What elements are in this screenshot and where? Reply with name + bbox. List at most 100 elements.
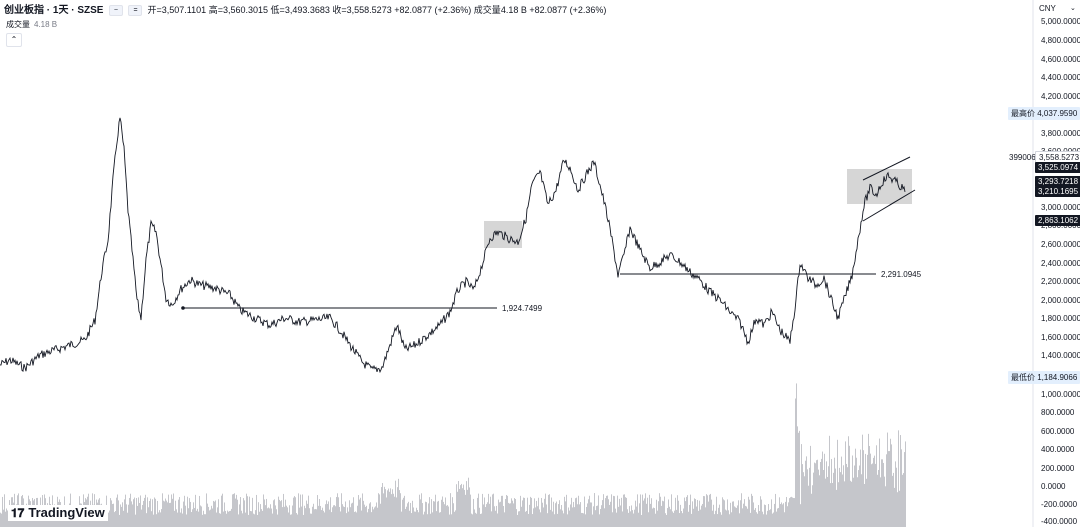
volume-bar [304, 505, 305, 527]
volume-bar [572, 507, 573, 527]
horizontal-line-1-anchor[interactable] [181, 306, 185, 310]
volume-bar [473, 498, 474, 527]
minus-toggle-icon[interactable]: − [108, 5, 123, 17]
volume-bar [246, 493, 247, 527]
volume-bar [766, 514, 767, 527]
channel-upper-line[interactable] [862, 156, 911, 181]
volume-bar [556, 501, 557, 527]
volume-bar [213, 500, 214, 527]
volume-bar [472, 514, 473, 527]
volume-indicator-row[interactable]: 成交量 4.18 B [6, 19, 57, 30]
volume-bar [109, 510, 110, 527]
volume-bar [894, 487, 895, 527]
volume-bar [238, 514, 239, 527]
volume-bar [780, 504, 781, 527]
volume-bar [341, 493, 342, 527]
volume-bar [829, 435, 830, 527]
volume-bar [267, 508, 268, 527]
volume-bar [733, 501, 734, 527]
volume-bar [271, 508, 272, 527]
volume-bar [546, 504, 547, 527]
volume-bar [193, 502, 194, 527]
volume-bar [609, 504, 610, 527]
chevron-up-icon[interactable]: ⌃ [6, 33, 22, 47]
volume-bar [550, 509, 551, 527]
volume-bar [819, 475, 820, 527]
volume-bar [756, 512, 757, 527]
volume-bar [719, 504, 720, 527]
volume-bar [614, 496, 615, 527]
volume-bar [322, 507, 323, 527]
volume-bar [685, 501, 686, 527]
volume-bar [388, 488, 389, 527]
volume-bar [620, 505, 621, 527]
volume-bar [308, 495, 309, 527]
consolidation-box-1[interactable] [484, 221, 522, 248]
volume-bar [437, 501, 438, 527]
volume-bar [831, 459, 832, 527]
volume-bar [585, 514, 586, 527]
volume-bar [581, 512, 582, 527]
volume-bar [873, 457, 874, 527]
volume-bar [456, 484, 457, 527]
price-axis-label: 1,400.0000 [1041, 351, 1080, 360]
volume-bar [636, 506, 637, 527]
volume-bar [763, 514, 764, 527]
volume-bar [423, 514, 424, 527]
volume-bar [606, 495, 607, 527]
volume-bar [657, 510, 658, 527]
volume-bar [281, 500, 282, 527]
currency-selector[interactable]: CNY [1039, 4, 1056, 13]
volume-bar [765, 505, 766, 527]
volume-value: 4.18 B [500, 5, 527, 15]
volume-bar [403, 497, 404, 527]
volume-bar [266, 498, 267, 527]
volume-bar [675, 497, 676, 527]
volume-bar [691, 513, 692, 527]
chevron-down-icon[interactable]: ⌄ [1070, 5, 1076, 12]
volume-bar [577, 504, 578, 527]
volume-bar [519, 511, 520, 527]
volume-bar [601, 505, 602, 527]
channel-lower-line[interactable] [862, 189, 916, 222]
volume-bar [877, 474, 878, 527]
equals-toggle-icon[interactable]: = [128, 5, 143, 17]
volume-bar [718, 507, 719, 527]
volume-bar [853, 477, 854, 527]
volume-bar [332, 507, 333, 527]
symbol-title[interactable]: 创业板指 · 1天 · SZSE [4, 5, 104, 16]
volume-bar [449, 514, 450, 527]
volume-bar [290, 514, 291, 527]
horizontal-line-2-label: 2,291.0945 [881, 270, 922, 279]
volume-bar [172, 498, 173, 527]
volume-bar [219, 513, 220, 527]
volume-bar [848, 436, 849, 527]
volume-bar [494, 506, 495, 527]
volume-bar [574, 507, 575, 527]
volume-bar [404, 495, 405, 527]
volume-bar [377, 507, 378, 527]
volume-bar [799, 430, 800, 527]
volume-bar [161, 509, 162, 527]
volume-bar [5, 511, 6, 527]
volume-bar [492, 494, 493, 527]
volume-bar [807, 469, 808, 527]
volume-bar [359, 499, 360, 527]
volume-bar [408, 501, 409, 527]
volume-bar [545, 493, 546, 527]
volume-bar [311, 513, 312, 527]
volume-bar [478, 493, 479, 527]
volume-bar [295, 497, 296, 527]
tradingview-logo[interactable]: 𝟏𝟕 TradingView [8, 505, 108, 521]
volume-bar [607, 495, 608, 527]
volume-bar [236, 494, 237, 527]
volume-bar [480, 513, 481, 527]
volume-bar [726, 510, 727, 527]
volume-bar [301, 506, 302, 527]
open-label: 开 [147, 5, 157, 15]
price-axis-label: 2,000.0000 [1041, 296, 1080, 305]
volume-bar [849, 445, 850, 527]
volume-bar [903, 473, 904, 527]
volume-bar [854, 465, 855, 527]
